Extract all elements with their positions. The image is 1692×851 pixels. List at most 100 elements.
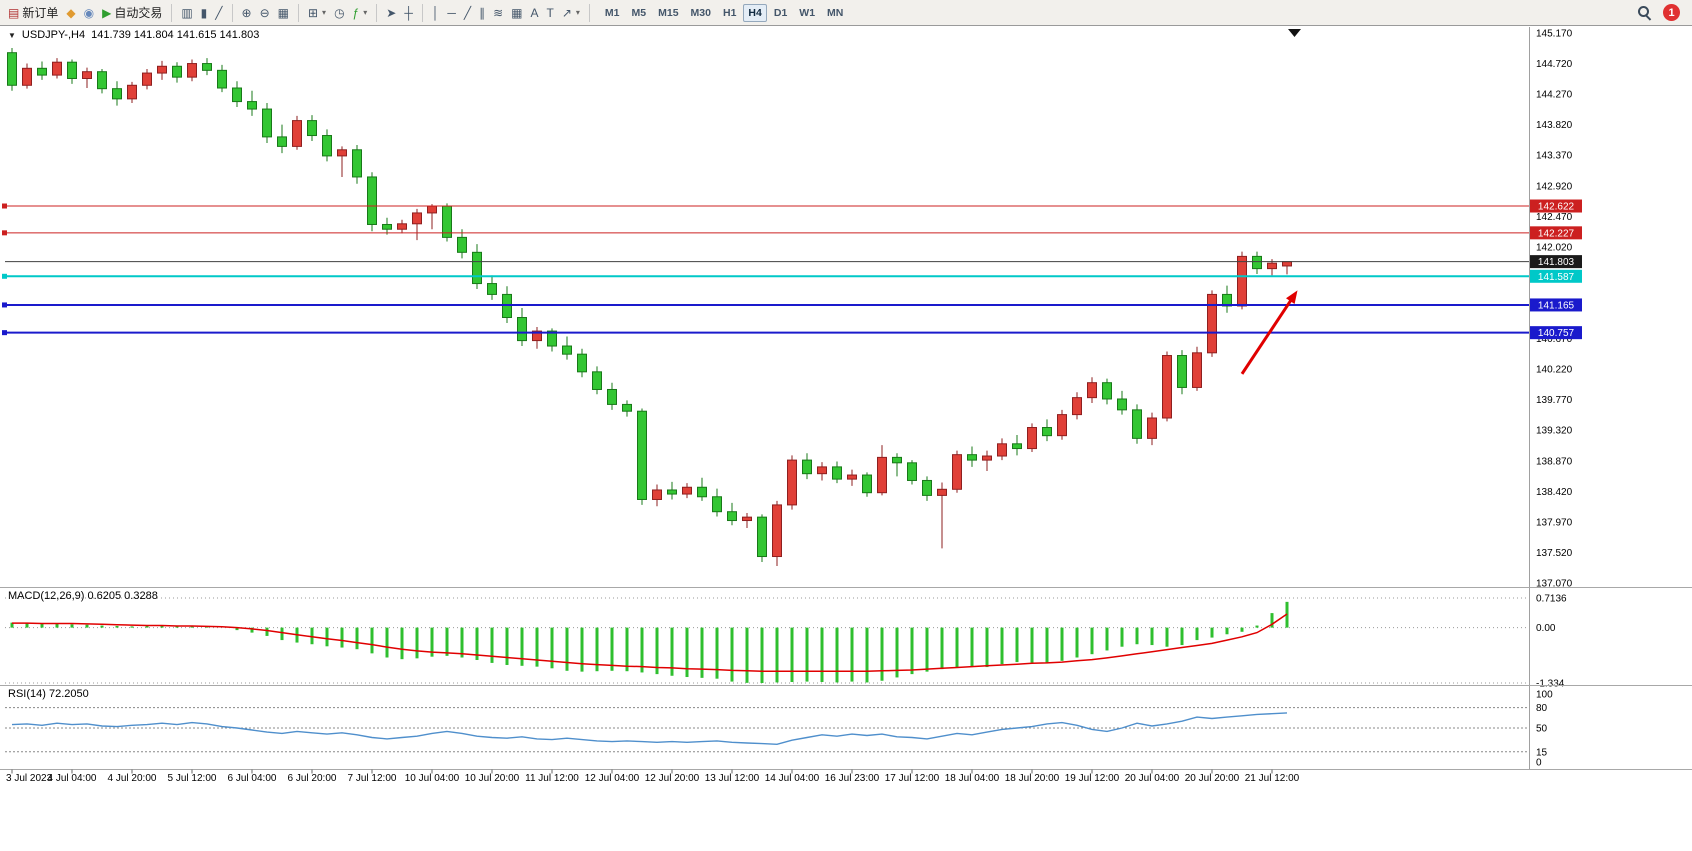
time-tick-label: 18 Jul 04:00	[945, 773, 1000, 784]
timeframe-m15-button[interactable]: M15	[658, 6, 679, 19]
timeframe-mn-button[interactable]: MN	[827, 6, 844, 19]
candle	[472, 244, 482, 289]
chart-shift-marker[interactable]	[1288, 29, 1301, 37]
candle-body	[127, 84, 137, 100]
candle	[727, 502, 737, 526]
text-label-button[interactable]: T	[543, 6, 558, 20]
text-button[interactable]: A	[526, 6, 542, 20]
auto-trading-button[interactable]: ▶ 自动交易	[98, 3, 166, 22]
candle-body	[1102, 382, 1112, 400]
main-chart-panel[interactable]	[2, 47, 1529, 567]
indicators-dropdown-icon[interactable]: ▾	[363, 8, 368, 17]
candle-body	[1117, 398, 1127, 411]
fibonacci-icon: ≋	[493, 5, 504, 20]
candle-body	[1057, 414, 1067, 437]
tile-windows-button[interactable]: ▦	[274, 6, 293, 20]
candle-body	[652, 489, 662, 500]
time-tick-label: 12 Jul 04:00	[585, 773, 640, 784]
toolbar-separator	[421, 3, 423, 22]
indicators-button[interactable]: ƒ ▾	[349, 6, 372, 20]
line-chart-button[interactable]: ╱	[211, 6, 226, 20]
candle-body	[352, 149, 362, 178]
period-clock-button[interactable]: ◷	[330, 6, 348, 20]
timeframe-h4-button[interactable]: H4	[743, 3, 767, 22]
notification-badge[interactable]: 1	[1663, 4, 1680, 21]
candle-body	[7, 52, 17, 86]
fibonacci-button[interactable]: ≋	[489, 6, 507, 20]
hline-handle[interactable]	[2, 203, 7, 209]
hline-handle[interactable]	[2, 330, 7, 336]
equidistant-channel-button[interactable]: ∥	[475, 6, 489, 20]
arrow-shapes-button[interactable]: ↗ ▾	[558, 6, 584, 20]
hline-handle[interactable]	[2, 273, 7, 279]
candle-body	[1042, 427, 1052, 437]
hline-handle[interactable]	[2, 230, 7, 236]
candles-chart-button[interactable]: ▮	[197, 6, 212, 20]
candle-body	[802, 459, 812, 475]
timeframe-d1-button[interactable]: D1	[773, 6, 788, 19]
price-tick-label: 142.920	[1536, 181, 1573, 192]
cursor-button[interactable]: ➤	[382, 6, 400, 20]
hline-handle[interactable]	[2, 302, 7, 308]
candle	[847, 469, 857, 486]
grid-button[interactable]: ▦	[507, 6, 526, 20]
zoom-in-button[interactable]: ⊕	[238, 6, 256, 20]
hline-price-badge	[1530, 199, 1582, 213]
timeframe-m1-button[interactable]: M1	[604, 6, 620, 19]
new-chart-dropdown-icon[interactable]: ▾	[322, 8, 327, 17]
trend-arrow-annotation[interactable]	[1240, 290, 1298, 375]
chart-launcher-button[interactable]: ◆	[62, 6, 79, 20]
rsi-axis-label: 15	[1536, 747, 1548, 758]
price-tick-label: 140.670	[1536, 334, 1573, 345]
zoom-out-button[interactable]: ⊖	[256, 6, 274, 20]
candle-body	[757, 516, 767, 558]
trendline-button[interactable]: ╱	[460, 6, 475, 20]
equidistant-channel-icon: ∥	[479, 5, 486, 20]
candle-body	[187, 63, 197, 78]
candle	[37, 61, 47, 80]
timeframe-m5-button[interactable]: M5	[631, 6, 647, 19]
candle	[577, 348, 587, 378]
crosshair-button[interactable]: ┼	[400, 6, 417, 20]
candle-body	[1012, 443, 1022, 450]
profile-button[interactable]: ◉	[80, 6, 98, 20]
candle	[967, 446, 977, 467]
candle	[1042, 419, 1052, 442]
candle	[1102, 378, 1112, 405]
bars-chart-button[interactable]: ▥	[177, 6, 196, 20]
candle	[937, 482, 947, 549]
timeframe-w1-button[interactable]: W1	[799, 6, 816, 19]
horizontal-line-button[interactable]: ─	[443, 6, 460, 20]
toolbar-separator	[231, 3, 233, 22]
candle	[352, 145, 362, 184]
search-icon[interactable]	[1638, 6, 1651, 19]
candle-body	[712, 496, 722, 513]
hline-price-badge	[1530, 269, 1582, 283]
candle	[142, 68, 152, 90]
price-scale[interactable]: 145.170 144.720 144.270 143.820 143.370 142.9…	[1529, 27, 1583, 769]
hline-price-badge	[1530, 298, 1582, 312]
candle	[907, 460, 917, 485]
time-tick-label: 20 Jul 04:00	[1125, 773, 1180, 784]
rsi-panel[interactable]	[5, 707, 1529, 753]
time-tick-label: 16 Jul 23:00	[825, 773, 880, 784]
candle-body	[172, 65, 182, 78]
candle-body	[337, 149, 347, 157]
vertical-line-button[interactable]: │	[428, 6, 444, 20]
time-tick-label: 19 Jul 12:00	[1065, 773, 1120, 784]
collapse-toggle-icon[interactable]: ▼	[8, 30, 16, 40]
price-badge-label: 142.227	[1538, 228, 1575, 239]
arrow-shapes-dropdown-icon[interactable]: ▾	[575, 8, 580, 17]
new-order-button[interactable]: ▤ 新订单	[4, 3, 62, 22]
new-chart-button[interactable]: ⊞ ▾	[304, 6, 330, 20]
candle-body	[817, 466, 827, 475]
timeframe-m30-button[interactable]: M30	[690, 6, 711, 19]
candle-body	[922, 479, 932, 496]
candle	[877, 445, 887, 496]
candle-body	[1147, 417, 1157, 439]
horizontal-line-icon: ─	[447, 5, 456, 20]
timeframe-h1-button[interactable]: H1	[722, 6, 737, 19]
macd-panel[interactable]	[5, 597, 1529, 684]
